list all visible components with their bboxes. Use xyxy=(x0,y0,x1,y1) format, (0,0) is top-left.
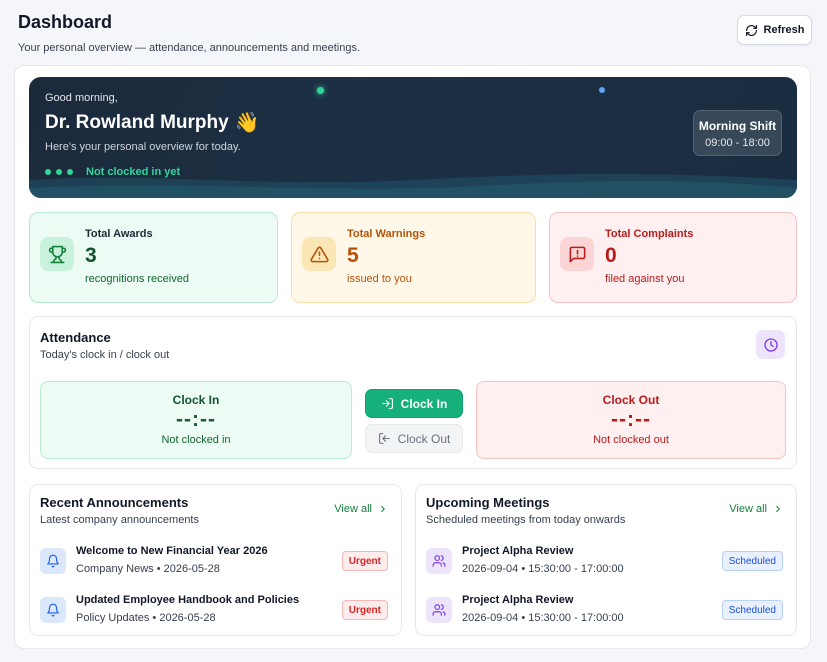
clock-status: Not clocked in yet xyxy=(45,166,180,178)
warning-icon xyxy=(302,237,336,271)
meetings-title: Upcoming Meetings xyxy=(426,495,550,510)
meeting-meta: 2026-09-04 • 15:30:00 - 17:00:00 xyxy=(462,563,624,575)
announcements-title: Recent Announcements xyxy=(40,495,189,510)
message-alert-icon xyxy=(560,237,594,271)
warnings-description: issued to you xyxy=(347,273,412,285)
urgent-badge: Urgent xyxy=(341,600,388,620)
log-out-icon xyxy=(378,433,390,444)
decorative-dot xyxy=(317,87,324,94)
view-all-label: View all xyxy=(334,503,372,515)
scheduled-badge: Scheduled xyxy=(721,600,783,620)
awards-label: Total Awards xyxy=(85,228,153,240)
warnings-label: Total Warnings xyxy=(347,228,426,240)
meeting-title: Project Alpha Review xyxy=(462,545,574,557)
announcement-item[interactable]: Updated Employee Handbook and Policies P… xyxy=(40,594,391,626)
announcements-card: Recent Announcements Latest company anno… xyxy=(29,484,402,636)
shift-info: Morning Shift 09:00 - 18:00 xyxy=(693,110,782,156)
awards-description: recognitions received xyxy=(85,273,189,285)
chevron-right-icon xyxy=(381,505,385,513)
clock-out-label: Clock Out xyxy=(602,393,660,407)
scheduled-badge: Scheduled xyxy=(721,551,783,571)
user-name-text: Dr. Rowland Murphy xyxy=(45,111,229,133)
decorative-dot xyxy=(599,87,605,93)
awards-card: Total Awards 3 recognitions received xyxy=(29,212,278,303)
clock-out-panel: Clock Out --:-- Not clocked out xyxy=(476,381,786,459)
awards-value: 3 xyxy=(85,244,97,267)
status-dot-icon xyxy=(45,169,51,175)
clock-icon xyxy=(756,330,785,359)
announcements-view-all-link[interactable]: View all xyxy=(334,503,388,515)
warnings-value: 5 xyxy=(347,244,359,267)
announcement-item[interactable]: Welcome to New Financial Year 2026 Compa… xyxy=(40,545,391,577)
announcement-title: Updated Employee Handbook and Policies xyxy=(76,594,300,606)
dashboard-container: Good morning, Dr. Rowland Murphy 👋 Here'… xyxy=(14,65,811,649)
meeting-meta: 2026-09-04 • 15:30:00 - 17:00:00 xyxy=(462,612,624,624)
clock-in-time: --:-- xyxy=(176,408,216,431)
users-icon xyxy=(426,597,452,623)
clock-in-button-label: Clock In xyxy=(400,396,448,411)
shift-title: Morning Shift xyxy=(698,119,777,133)
attendance-section: Attendance Today's clock in / clock out … xyxy=(29,316,797,469)
complaints-value: 0 xyxy=(605,244,617,267)
trophy-icon xyxy=(40,237,74,271)
clock-out-button-label: Clock Out xyxy=(397,431,451,446)
meeting-item[interactable]: Project Alpha Review 2026-09-04 • 15:30:… xyxy=(426,594,786,626)
clock-out-button[interactable]: Clock Out xyxy=(365,424,463,453)
warnings-card: Total Warnings 5 issued to you xyxy=(291,212,536,303)
bell-icon xyxy=(40,597,66,623)
chevron-right-icon xyxy=(776,505,780,513)
view-all-label: View all xyxy=(729,503,767,515)
urgent-badge: Urgent xyxy=(341,551,388,571)
announcement-meta: Policy Updates • 2026-05-28 xyxy=(76,612,216,624)
status-dot-icon xyxy=(56,169,62,175)
log-in-icon xyxy=(381,398,393,409)
banner-wave-decoration xyxy=(29,174,797,198)
complaints-card: Total Complaints 0 filed against you xyxy=(549,212,797,303)
meetings-subtitle: Scheduled meetings from today onwards xyxy=(426,514,626,526)
page-subtitle: Your personal overview — attendance, ann… xyxy=(18,42,361,54)
meetings-card: Upcoming Meetings Scheduled meetings fro… xyxy=(415,484,797,636)
announcement-meta: Company News • 2026-05-28 xyxy=(76,563,220,575)
banner-subtitle: Here's your personal overview for today. xyxy=(45,141,241,153)
announcements-subtitle: Latest company announcements xyxy=(40,514,199,526)
attendance-subtitle: Today's clock in / clock out xyxy=(40,349,170,361)
waving-hand-icon: 👋 xyxy=(234,112,260,134)
users-icon xyxy=(426,548,452,574)
shift-time: 09:00 - 18:00 xyxy=(705,137,770,149)
page-header: Dashboard Your personal overview — atten… xyxy=(18,12,360,54)
clock-status-text: Not clocked in yet xyxy=(86,166,181,178)
attendance-title: Attendance xyxy=(40,330,111,345)
meetings-view-all-link[interactable]: View all xyxy=(729,503,783,515)
greeting-text: Good morning, xyxy=(45,92,118,104)
bell-icon xyxy=(40,548,66,574)
complaints-description: filed against you xyxy=(605,273,685,285)
refresh-button[interactable]: Refresh xyxy=(737,15,812,45)
clock-in-panel: Clock In --:-- Not clocked in xyxy=(40,381,352,459)
clock-in-button[interactable]: Clock In xyxy=(365,389,463,418)
status-dot-icon xyxy=(67,169,73,175)
meeting-title: Project Alpha Review xyxy=(462,594,574,606)
user-name: Dr. Rowland Murphy 👋 xyxy=(45,110,260,135)
clock-out-status: Not clocked out xyxy=(593,434,669,446)
clock-in-label: Clock In xyxy=(172,393,220,407)
clock-out-time: --:-- xyxy=(611,408,651,431)
welcome-banner: Good morning, Dr. Rowland Murphy 👋 Here'… xyxy=(29,77,797,198)
refresh-label: Refresh xyxy=(763,24,805,36)
page-title: Dashboard xyxy=(18,12,113,32)
announcement-title: Welcome to New Financial Year 2026 xyxy=(76,545,268,557)
clock-in-status: Not clocked in xyxy=(161,434,231,446)
meeting-item[interactable]: Project Alpha Review 2026-09-04 • 15:30:… xyxy=(426,545,786,577)
complaints-label: Total Complaints xyxy=(605,228,694,240)
refresh-icon xyxy=(745,24,757,36)
